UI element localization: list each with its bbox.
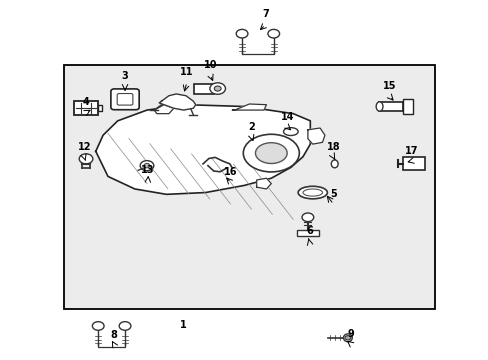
Text: 5: 5	[330, 189, 336, 199]
Text: 11: 11	[180, 67, 193, 77]
Ellipse shape	[303, 189, 322, 196]
Polygon shape	[307, 128, 325, 144]
Bar	[194, 84, 213, 94]
Polygon shape	[232, 104, 266, 110]
Text: 6: 6	[305, 226, 312, 236]
Ellipse shape	[255, 143, 286, 163]
Polygon shape	[96, 105, 310, 194]
Bar	[402, 99, 412, 114]
Text: 9: 9	[346, 329, 353, 338]
FancyBboxPatch shape	[117, 94, 133, 105]
Bar	[74, 102, 98, 115]
Text: 7: 7	[262, 9, 268, 19]
Text: 17: 17	[404, 145, 418, 156]
Circle shape	[92, 321, 104, 330]
Ellipse shape	[343, 334, 351, 342]
FancyBboxPatch shape	[111, 89, 139, 110]
Text: 4: 4	[82, 97, 89, 107]
Ellipse shape	[298, 186, 327, 199]
Text: 16: 16	[224, 167, 237, 177]
Text: 18: 18	[326, 142, 340, 152]
Polygon shape	[159, 94, 195, 110]
Bar	[98, 105, 102, 111]
Bar	[378, 102, 402, 111]
Text: 12: 12	[78, 143, 91, 152]
Text: 14: 14	[280, 112, 294, 122]
Circle shape	[144, 163, 150, 168]
Ellipse shape	[375, 102, 382, 111]
Circle shape	[209, 83, 225, 94]
Circle shape	[214, 86, 221, 91]
Text: 10: 10	[203, 59, 217, 69]
Text: 8: 8	[111, 330, 118, 339]
Polygon shape	[256, 178, 271, 189]
Text: 3: 3	[122, 71, 128, 81]
Polygon shape	[154, 105, 173, 114]
Circle shape	[267, 30, 279, 38]
Ellipse shape	[283, 128, 298, 135]
Text: 2: 2	[248, 122, 255, 132]
Circle shape	[344, 336, 350, 340]
Bar	[297, 230, 318, 235]
Text: 13: 13	[141, 165, 154, 175]
Ellipse shape	[243, 134, 299, 172]
Circle shape	[79, 154, 93, 164]
Bar	[64, 65, 434, 309]
Bar	[402, 157, 424, 170]
Text: 1: 1	[180, 320, 186, 330]
Ellipse shape	[330, 160, 337, 168]
Circle shape	[302, 213, 313, 222]
Circle shape	[140, 161, 154, 171]
Text: 15: 15	[382, 81, 396, 91]
Circle shape	[119, 321, 131, 330]
Circle shape	[236, 30, 247, 38]
